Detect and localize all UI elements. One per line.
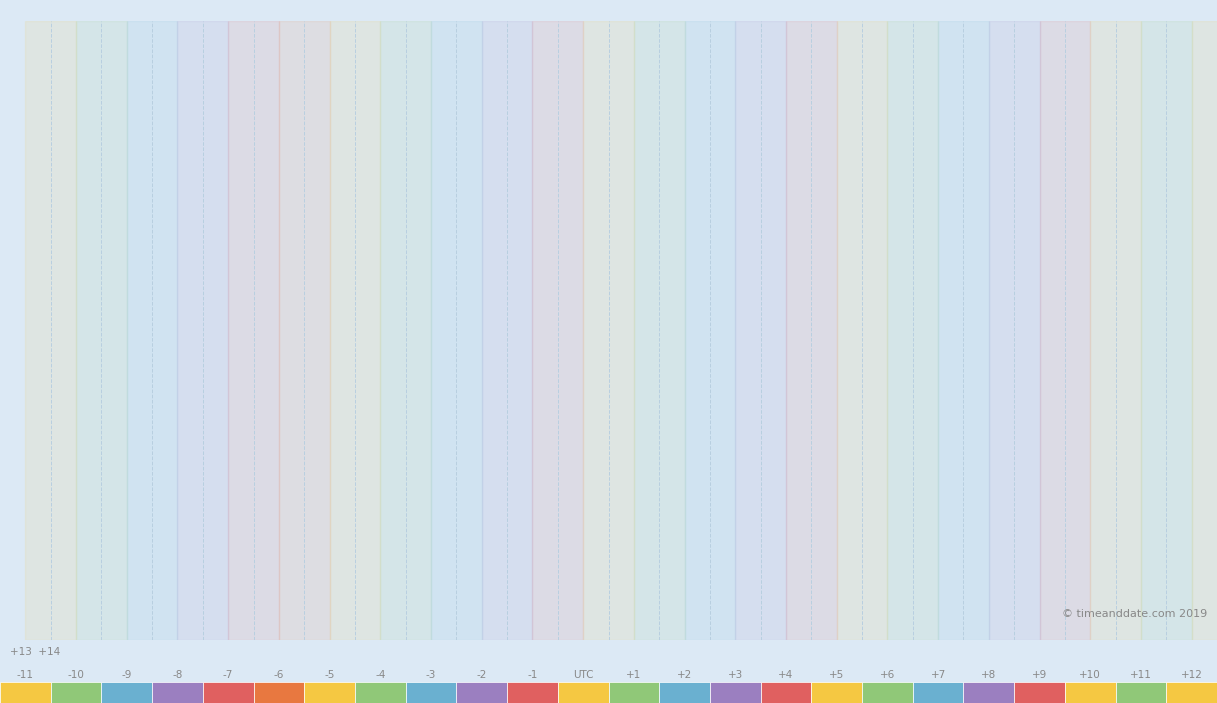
Text: UTC: UTC	[573, 670, 594, 680]
Bar	[101, 682, 152, 703]
Text: -4: -4	[375, 670, 386, 680]
Bar	[431, 21, 482, 640]
Text: -7: -7	[223, 670, 234, 680]
Bar	[380, 21, 431, 640]
Text: -11: -11	[17, 670, 34, 680]
Text: -6: -6	[274, 670, 284, 680]
Bar	[735, 21, 786, 640]
Bar	[1014, 682, 1065, 703]
Bar	[304, 682, 355, 703]
Bar	[1039, 21, 1090, 640]
Bar	[178, 21, 229, 640]
Bar	[0, 682, 51, 703]
Bar	[51, 682, 101, 703]
Bar	[330, 21, 380, 640]
Bar	[533, 21, 583, 640]
Text: +13  +14: +13 +14	[10, 647, 61, 657]
Text: +11: +11	[1131, 670, 1151, 680]
Bar	[355, 682, 405, 703]
Bar	[1166, 682, 1217, 703]
Bar	[405, 682, 456, 703]
Bar	[507, 682, 557, 703]
Text: -3: -3	[426, 670, 436, 680]
Bar	[887, 21, 938, 640]
Text: +3: +3	[728, 670, 742, 680]
Bar	[608, 682, 660, 703]
Bar	[279, 21, 330, 640]
Bar	[862, 682, 913, 703]
Bar	[229, 21, 279, 640]
Text: +6: +6	[880, 670, 894, 680]
Text: -9: -9	[122, 670, 131, 680]
Text: -10: -10	[68, 670, 84, 680]
Bar	[761, 682, 812, 703]
Bar	[75, 21, 127, 640]
Bar	[988, 21, 1039, 640]
Bar	[913, 682, 964, 703]
Text: +4: +4	[779, 670, 793, 680]
Text: +9: +9	[1032, 670, 1047, 680]
Text: +7: +7	[931, 670, 946, 680]
Text: +10: +10	[1079, 670, 1101, 680]
Bar	[152, 682, 203, 703]
Text: -5: -5	[325, 670, 335, 680]
Bar	[1090, 21, 1142, 640]
Bar	[127, 21, 178, 640]
Text: -2: -2	[477, 670, 487, 680]
Text: +8: +8	[981, 670, 997, 680]
Bar	[1142, 21, 1191, 640]
Bar	[456, 682, 507, 703]
Bar	[710, 682, 761, 703]
Text: -8: -8	[173, 670, 183, 680]
Bar	[583, 21, 634, 640]
Bar	[253, 682, 304, 703]
Bar	[203, 682, 253, 703]
Text: +12: +12	[1180, 670, 1202, 680]
Bar	[786, 21, 837, 640]
Bar	[26, 21, 75, 640]
Bar	[660, 682, 710, 703]
Bar	[812, 682, 862, 703]
Bar	[1065, 682, 1116, 703]
Text: +5: +5	[829, 670, 845, 680]
Bar	[684, 21, 735, 640]
Bar	[482, 21, 533, 640]
Text: © timeanddate.com 2019: © timeanddate.com 2019	[1061, 609, 1207, 619]
Bar	[938, 21, 989, 640]
Text: +1: +1	[627, 670, 641, 680]
Text: -1: -1	[527, 670, 538, 680]
Bar	[557, 682, 608, 703]
Text: +2: +2	[677, 670, 692, 680]
Bar	[1116, 682, 1166, 703]
Bar	[1191, 21, 1217, 640]
Bar	[837, 21, 887, 640]
Bar	[634, 21, 684, 640]
Bar	[964, 682, 1014, 703]
